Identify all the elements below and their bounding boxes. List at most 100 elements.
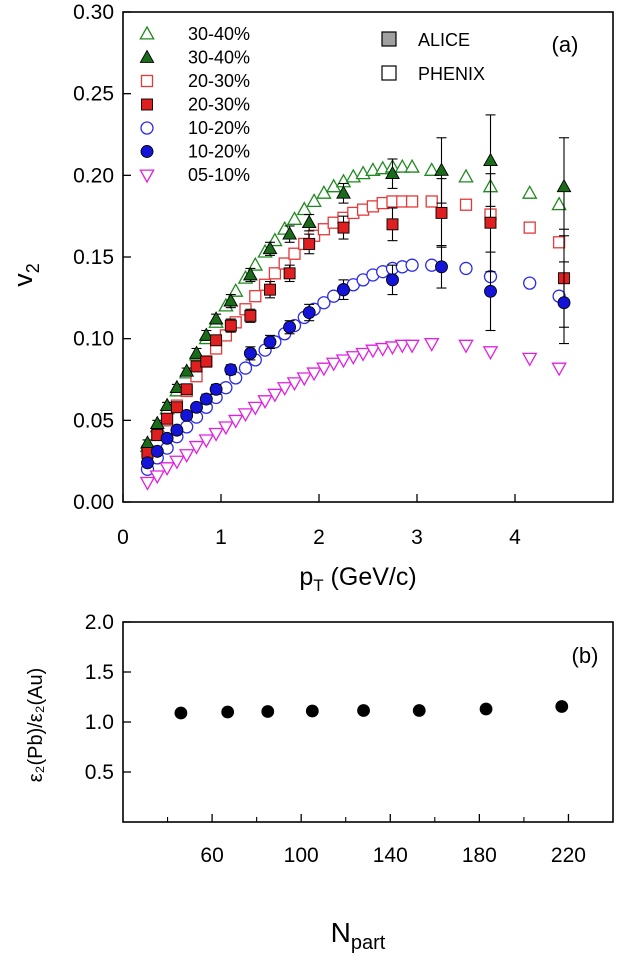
data-point [337, 221, 350, 234]
data-point [483, 152, 498, 166]
data-point [282, 226, 298, 240]
data-point [479, 702, 493, 716]
plot-frame-b [122, 621, 614, 823]
x-title-sub: T [313, 576, 323, 595]
data-point [189, 345, 204, 359]
legend-label: 30-40% [188, 24, 250, 44]
legend-experiment: ALICE PHENIX [381, 30, 485, 84]
data-point [357, 704, 370, 717]
data-point [283, 267, 296, 280]
x-tick-label-a: 0 [117, 526, 129, 549]
legend-marker [381, 65, 397, 81]
legend-label: 20-30% [188, 71, 250, 91]
data-point [159, 462, 175, 477]
data-point [305, 704, 319, 718]
data-point [557, 296, 571, 310]
data-point [551, 196, 567, 211]
x-title-sub: part [351, 932, 386, 954]
data-point [170, 423, 184, 437]
data-point [345, 351, 362, 365]
y-tick-label-b: 1.5 [85, 661, 114, 684]
data-point [257, 395, 273, 410]
data-point [247, 401, 264, 416]
data-point [227, 282, 244, 297]
data-point [423, 338, 440, 352]
data-point [221, 705, 235, 719]
data-point [227, 414, 244, 429]
data-point [170, 401, 183, 414]
x-tick-label-b: 140 [373, 844, 408, 867]
panel-label-a: (a) [552, 32, 579, 57]
data-point [405, 195, 419, 208]
legend-marker [140, 74, 154, 88]
x-tick-label-b: 220 [551, 844, 586, 867]
data-point [425, 195, 438, 208]
x-title-main: p [299, 563, 313, 591]
y-tick-label-a: 0.10 [73, 328, 114, 351]
data-point [286, 211, 303, 225]
data-point [423, 162, 440, 176]
data-point [521, 352, 538, 367]
series-phenix-05-10pct [139, 338, 567, 491]
data-point [404, 339, 420, 354]
data-point [327, 289, 341, 303]
data-point [394, 158, 411, 173]
data-point [302, 306, 316, 319]
data-point [301, 214, 317, 229]
data-point [556, 178, 572, 193]
x-tick-label-a: 1 [215, 526, 227, 549]
y-tick-label-a: 0.00 [73, 491, 114, 514]
legend-label: 05-10% [188, 165, 250, 185]
legend-label: 20-30% [188, 95, 250, 115]
data-point [394, 339, 411, 354]
data-point [249, 290, 262, 303]
data-point [459, 261, 473, 276]
series-phenix-10-20pct [140, 258, 566, 476]
x-tick-label-b: 100 [284, 844, 319, 867]
data-point [482, 346, 499, 361]
data-point [150, 444, 164, 458]
data-point [386, 273, 399, 287]
data-point [306, 193, 322, 208]
data-point [188, 440, 205, 455]
data-point [149, 415, 165, 429]
y-title-main: v [8, 273, 38, 287]
data-point [288, 247, 301, 260]
y-tick-label-a: 0.15 [73, 246, 114, 269]
data-point [261, 705, 275, 718]
data-point [169, 379, 185, 394]
data-point [267, 388, 283, 403]
data-point [141, 456, 154, 470]
legend-marker [140, 121, 154, 135]
data-point [209, 382, 223, 396]
data-point [552, 236, 566, 249]
legend-marker [381, 31, 397, 47]
data-point [161, 412, 174, 425]
panel-a: 0.00 0.05 0.10 0.15 0.20 0.25 0.30 0 1 2 3 4 pT (GeV… [8, 1, 614, 595]
data-point [224, 363, 238, 377]
data-point [174, 706, 188, 720]
data-point [218, 421, 234, 436]
x-tick-label-b: 180 [462, 844, 497, 867]
data-point [336, 185, 351, 199]
data-point [223, 293, 239, 307]
legend-centrality: 30-40% 30-40% 20-30% 20-30% 10-20% 10-20% 05-1… [139, 24, 250, 185]
data-point [405, 258, 419, 272]
data-point [276, 382, 293, 396]
data-point [198, 434, 215, 449]
y-title-sub: 2 [23, 263, 43, 273]
data-point [317, 223, 331, 236]
data-point [484, 216, 497, 229]
x-tick-label-a: 3 [411, 526, 423, 549]
data-point [523, 276, 537, 290]
data-point [365, 344, 381, 359]
legend-marker [139, 169, 155, 184]
data-point [404, 158, 420, 173]
data-point [283, 320, 297, 334]
data-point [384, 341, 401, 356]
data-point [306, 367, 322, 382]
data-point [159, 397, 175, 411]
data-point [555, 700, 569, 713]
data-point [169, 455, 185, 470]
data-point [434, 162, 449, 176]
